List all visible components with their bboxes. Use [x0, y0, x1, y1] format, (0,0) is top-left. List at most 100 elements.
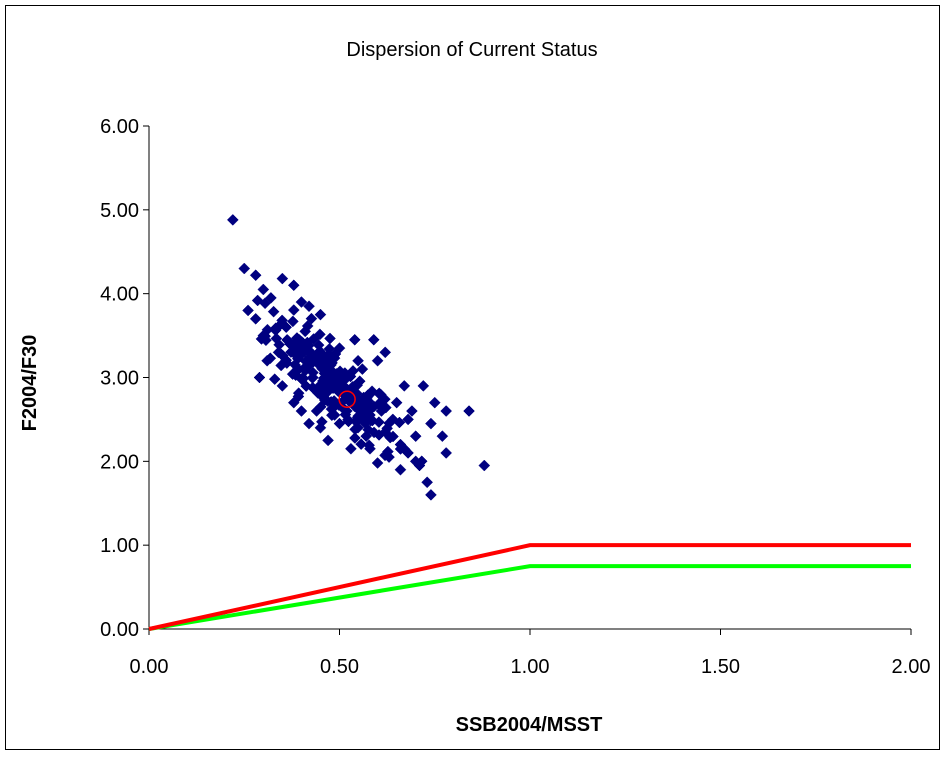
scatter-point [417, 380, 430, 392]
scatter-point [361, 411, 373, 424]
scatter-point [269, 322, 282, 335]
scatter-point [322, 434, 334, 447]
scatter-point [270, 332, 283, 345]
scatter-point [342, 413, 354, 426]
scatter-point [351, 411, 364, 424]
scatter-point [463, 405, 475, 417]
scatter-point [371, 457, 384, 469]
target-line [148, 564, 911, 631]
scatter-point [303, 417, 315, 430]
scatter-point [398, 380, 411, 392]
scatter-point [384, 431, 397, 444]
scatter-point [379, 449, 391, 462]
x-tick-label: 1.50 [701, 656, 740, 678]
x-tick-label: 0.50 [320, 656, 359, 678]
scatter-point [373, 387, 386, 400]
x-tick-label: 1.00 [511, 656, 550, 678]
scatter-points [226, 214, 491, 501]
y-tick-label: 4.00 [100, 284, 139, 306]
scatter-point [319, 366, 332, 379]
y-tick-label: 1.00 [100, 535, 139, 557]
scatter-point [314, 308, 327, 321]
scatter-point [268, 373, 281, 386]
scatter-point [440, 447, 453, 459]
scatter-point [393, 416, 406, 429]
scatter-point [260, 334, 272, 347]
scatter-point [348, 333, 361, 346]
scatter-point [390, 396, 403, 409]
scatter-point [428, 396, 441, 409]
scatter-point [478, 459, 491, 472]
scatter-point [282, 334, 294, 347]
scatter-point [406, 405, 418, 417]
scatter-point [349, 423, 361, 436]
scatter-point [345, 442, 357, 455]
scatter-point [371, 354, 384, 367]
scatter-chart: Dispersion of Current Status 0.00 1.00 2.0… [19, 39, 931, 736]
scatter-point [379, 401, 392, 414]
scatter-point [421, 476, 433, 489]
scatter-point [253, 371, 266, 384]
scatter-point [367, 333, 380, 346]
scatter-point [287, 315, 299, 328]
y-tick-label: 6.00 [100, 116, 139, 138]
scatter-point [289, 369, 302, 382]
scatter-point [242, 304, 254, 317]
scatter-point [325, 375, 338, 388]
y-tick-label: 3.00 [100, 368, 139, 390]
scatter-point [356, 363, 369, 375]
scatter-point [295, 405, 308, 417]
scatter-point [425, 489, 437, 501]
scatter-point [328, 395, 340, 407]
scatter-point [257, 283, 270, 296]
scatter-point [323, 342, 336, 355]
y-tick-label: 2.00 [100, 451, 139, 473]
scatter-point [355, 438, 367, 451]
limit-line [148, 543, 911, 631]
scatter-point [320, 355, 333, 368]
scatter-point [301, 320, 314, 332]
scatter-point [402, 413, 414, 426]
scatter-point [328, 409, 341, 421]
scatter-point [295, 296, 308, 308]
scatter-point [303, 300, 315, 313]
scatter-point [398, 443, 411, 456]
x-tick-label: 2.00 [892, 656, 931, 678]
chart-title: Dispersion of Current Status [346, 39, 597, 61]
scatter-point [264, 352, 277, 365]
scatter-point [249, 312, 262, 325]
x-tick-label: 0.00 [130, 656, 169, 678]
scatter-point [295, 347, 308, 360]
scatter-point [287, 304, 300, 316]
y-axis-title: F2004/F30 [19, 335, 41, 432]
scatter-point [352, 354, 364, 367]
scatter-point [436, 430, 449, 443]
scatter-point [440, 405, 453, 417]
scatter-point [316, 415, 328, 428]
y-axis-ticks: 0.00 1.00 2.00 3.00 4.00 5.00 6.00 [100, 116, 149, 641]
scatter-point [337, 402, 349, 414]
scatter-point [292, 390, 305, 403]
scatter-point [298, 362, 311, 374]
scatter-point [307, 366, 319, 379]
scatter-point [249, 269, 262, 282]
scatter-point [409, 430, 422, 443]
scatter-point [300, 340, 313, 353]
scatter-point [276, 272, 289, 285]
x-axis-title: SSB2004/MSST [456, 714, 603, 736]
scatter-point [331, 367, 343, 380]
scatter-point [425, 417, 437, 430]
scatter-point [415, 455, 428, 468]
scatter-point [276, 314, 288, 327]
scatter-point [368, 426, 380, 439]
reference-lines [148, 543, 911, 631]
scatter-point [324, 332, 336, 345]
scatter-point [361, 392, 373, 404]
scatter-point [276, 380, 289, 392]
scatter-point [238, 262, 251, 275]
scatter-point [379, 346, 392, 359]
scatter-point [267, 305, 280, 318]
scatter-point [226, 214, 239, 226]
y-tick-label: 5.00 [100, 200, 139, 222]
chart-frame: Dispersion of Current Status 0.00 1.00 2.0… [5, 5, 940, 750]
